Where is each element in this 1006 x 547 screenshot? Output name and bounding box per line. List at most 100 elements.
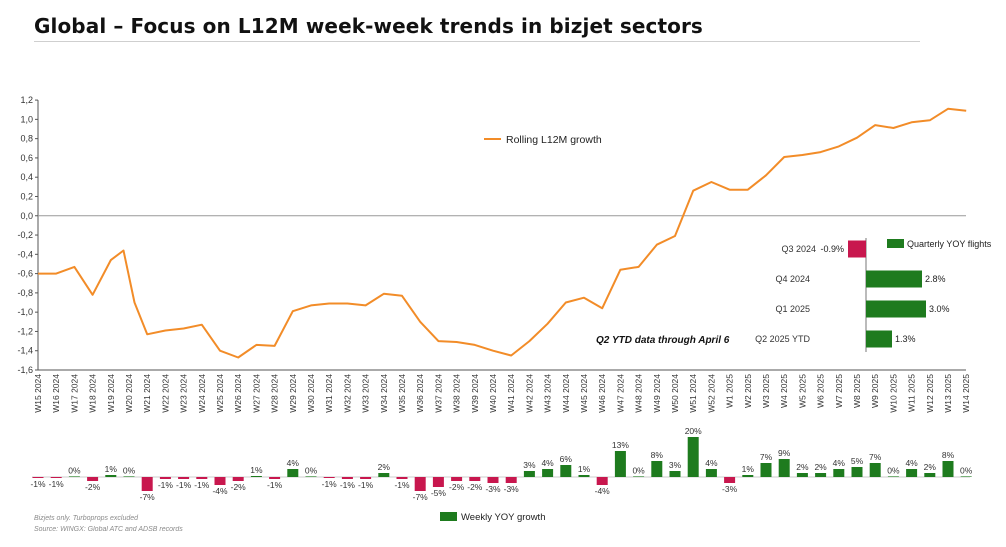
x-tick-label: W20 2024: [124, 374, 134, 413]
legend-quarterly-label: Quarterly YOY flights: [907, 239, 992, 249]
weekly-bar: [323, 477, 335, 478]
weekly-bar-label: 7%: [869, 452, 882, 462]
y-tick-label: -0,8: [17, 288, 33, 298]
weekly-bar-label: 20%: [685, 426, 702, 436]
weekly-bar: [833, 469, 845, 477]
page-title: Global – Focus on L12M week-week trends …: [34, 14, 703, 38]
weekly-bar-label: 0%: [887, 465, 900, 475]
x-tick-label: W39 2024: [470, 374, 480, 413]
x-tick-label: W8 2025: [852, 374, 862, 408]
y-tick-label: -1,2: [17, 326, 33, 336]
weekly-bar: [651, 461, 663, 477]
weekly-bar: [232, 477, 244, 481]
weekly-bar: [851, 467, 863, 477]
weekly-bar: [250, 476, 262, 477]
quarterly-bar-label: 3.0%: [929, 304, 950, 314]
footnote-source: Source: WINGX: Global ATC and ADSB recor…: [34, 526, 183, 533]
weekly-bar-label: 2%: [814, 462, 827, 472]
x-tick-label: W23 2024: [179, 374, 189, 413]
weekly-bar-label: -1%: [340, 480, 356, 490]
x-tick-label: W3 2025: [761, 374, 771, 408]
weekly-bar: [214, 477, 226, 485]
x-tick-label: W29 2024: [288, 374, 298, 413]
weekly-bar: [105, 475, 117, 477]
x-tick-label: W17 2024: [69, 374, 79, 413]
weekly-bar-label: 2%: [796, 462, 809, 472]
weekly-bar: [887, 476, 899, 477]
x-tick-label: W31 2024: [324, 374, 334, 413]
weekly-bar: [906, 469, 918, 477]
weekly-bar: [815, 473, 827, 477]
weekly-bar-label: 4%: [541, 458, 554, 468]
x-tick-label: W47 2024: [615, 374, 625, 413]
weekly-bar-label: 1%: [250, 465, 263, 475]
weekly-bar: [469, 477, 481, 481]
weekly-bar-label: 0%: [123, 465, 136, 475]
weekly-bar: [487, 477, 499, 483]
quarterly-bar: [866, 270, 922, 288]
x-tick-label: W44 2024: [561, 374, 571, 413]
weekly-bar-label: -7%: [140, 492, 156, 502]
weekly-bar: [742, 475, 754, 477]
weekly-bar-label: 1%: [105, 464, 118, 474]
legend-quarterly-swatch: [887, 239, 904, 248]
x-tick-label: W38 2024: [452, 374, 462, 413]
weekly-bar-label: 7%: [760, 452, 773, 462]
x-tick-label: W28 2024: [270, 374, 280, 413]
x-tick-label: W26 2024: [233, 374, 243, 413]
q2-ytd-annotation: Q2 YTD data through April 6: [596, 335, 730, 346]
x-tick-label: W15 2024: [33, 374, 43, 413]
weekly-bar-label: 1%: [578, 464, 591, 474]
weekly-bar-label: -1%: [194, 480, 210, 490]
x-tick-label: W16 2024: [51, 374, 61, 413]
y-tick-label: 0,0: [20, 211, 33, 221]
weekly-bar-label: -1%: [322, 479, 338, 489]
x-tick-label: W40 2024: [488, 374, 498, 413]
weekly-bar-label: -7%: [413, 492, 429, 502]
y-tick-label: 0,4: [20, 172, 33, 182]
x-tick-label: W27 2024: [251, 374, 261, 413]
x-tick-label: W1 2025: [725, 374, 735, 408]
weekly-bar: [924, 473, 936, 477]
x-tick-label: W25 2024: [215, 374, 225, 413]
weekly-bar-label: 8%: [651, 450, 664, 460]
x-tick-label: W7 2025: [834, 374, 844, 408]
weekly-bar-label: 2%: [378, 462, 391, 472]
weekly-bar-label: -1%: [49, 479, 65, 489]
weekly-bar: [68, 476, 80, 477]
weekly-bar: [32, 477, 44, 478]
weekly-bar-label: 9%: [778, 448, 791, 458]
weekly-bar: [360, 477, 372, 479]
weekly-bar-label: 0%: [68, 465, 81, 475]
weekly-bar: [960, 476, 972, 477]
weekly-bar: [341, 477, 353, 479]
x-tick-label: W22 2024: [160, 374, 170, 413]
weekly-bar: [796, 473, 808, 477]
legend-weekly-label: Weekly YOY growth: [461, 512, 545, 523]
weekly-bar-label: -4%: [595, 486, 611, 496]
y-tick-label: -0,2: [17, 230, 33, 240]
weekly-bar-label: -2%: [231, 482, 247, 492]
x-tick-label: W41 2024: [506, 374, 516, 413]
x-tick-label: W46 2024: [597, 374, 607, 413]
quarterly-bar: [866, 300, 926, 318]
x-tick-label: W13 2025: [943, 374, 953, 413]
weekly-bar: [869, 463, 881, 477]
weekly-bar-label: 0%: [632, 465, 645, 475]
x-tick-label: W2 2025: [743, 374, 753, 408]
x-tick-label: W30 2024: [306, 374, 316, 413]
quarterly-bar-label: 1.3%: [895, 334, 916, 344]
y-tick-label: -0,6: [17, 269, 33, 279]
footnote-note: Bizjets only. Turboprops excluded: [34, 515, 139, 522]
weekly-bar: [159, 477, 171, 479]
weekly-bar: [724, 477, 736, 483]
weekly-bar-label: 5%: [851, 456, 864, 466]
weekly-bar-label: -1%: [358, 480, 374, 490]
x-tick-label: W12 2025: [925, 374, 935, 413]
title-divider: [34, 41, 920, 42]
x-tick-label: W19 2024: [106, 374, 116, 413]
x-tick-label: W9 2025: [870, 374, 880, 408]
weekly-bar: [141, 477, 153, 491]
x-tick-label: W34 2024: [379, 374, 389, 413]
